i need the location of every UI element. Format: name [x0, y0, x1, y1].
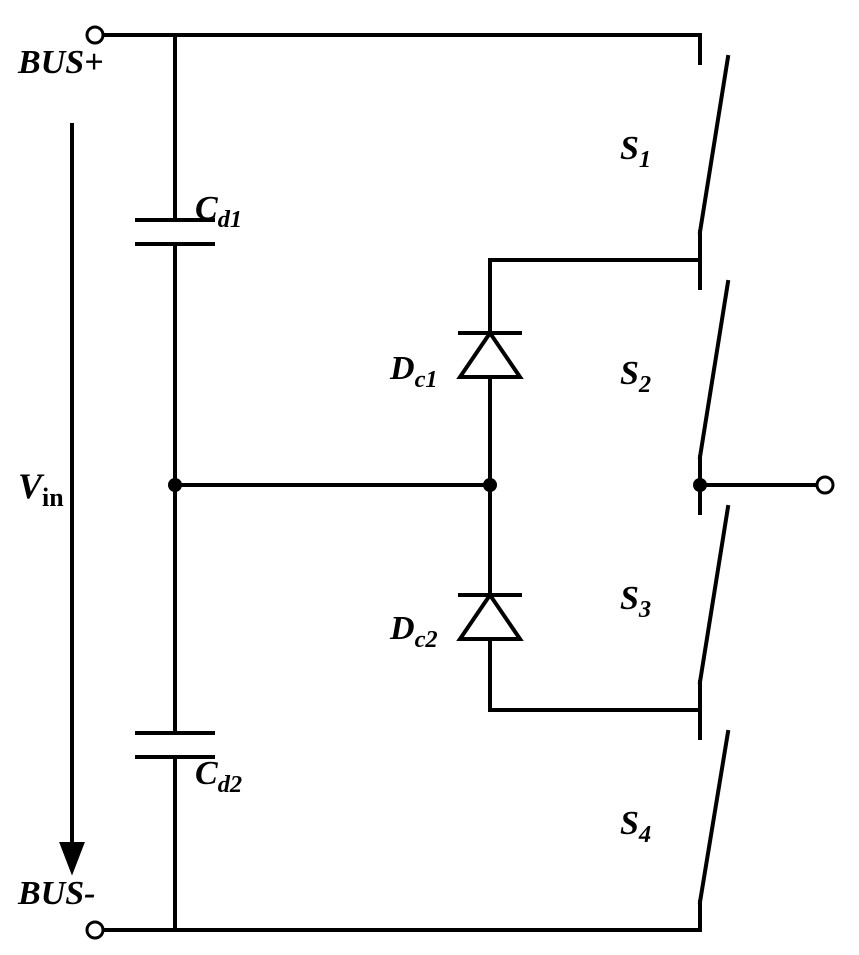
label-cd2: Cd2 — [195, 755, 242, 799]
label-cd1: Cd1 — [195, 190, 242, 234]
diode-dc1-triangle — [460, 333, 520, 377]
label-s1: S1 — [620, 130, 651, 174]
diode-dc2-triangle — [460, 595, 520, 639]
label-s4: S4 — [620, 805, 651, 849]
out-terminal — [817, 477, 833, 493]
switch-s1-blade — [700, 57, 728, 232]
label-dc1: Dc1 — [390, 350, 438, 394]
switch-s3-blade — [700, 507, 728, 682]
label-vin: Vin — [18, 465, 64, 513]
diode-mid-dot — [483, 478, 497, 492]
npc-three-level-leg — [0, 0, 859, 955]
label-bus-plus: BUS+ — [18, 44, 104, 82]
sw-out-dot — [693, 478, 707, 492]
cap-mid-dot — [168, 478, 182, 492]
label-s2: S2 — [620, 355, 651, 399]
switch-s4-blade — [700, 732, 728, 902]
label-bus-minus: BUS- — [18, 875, 95, 913]
bus-plus-terminal — [87, 27, 103, 43]
label-s3: S3 — [620, 580, 651, 624]
vin-arrow-head — [62, 844, 82, 870]
label-dc2: Dc2 — [390, 610, 438, 654]
bus-minus-terminal — [87, 922, 103, 938]
nodes — [87, 27, 833, 938]
switch-s2-blade — [700, 282, 728, 457]
